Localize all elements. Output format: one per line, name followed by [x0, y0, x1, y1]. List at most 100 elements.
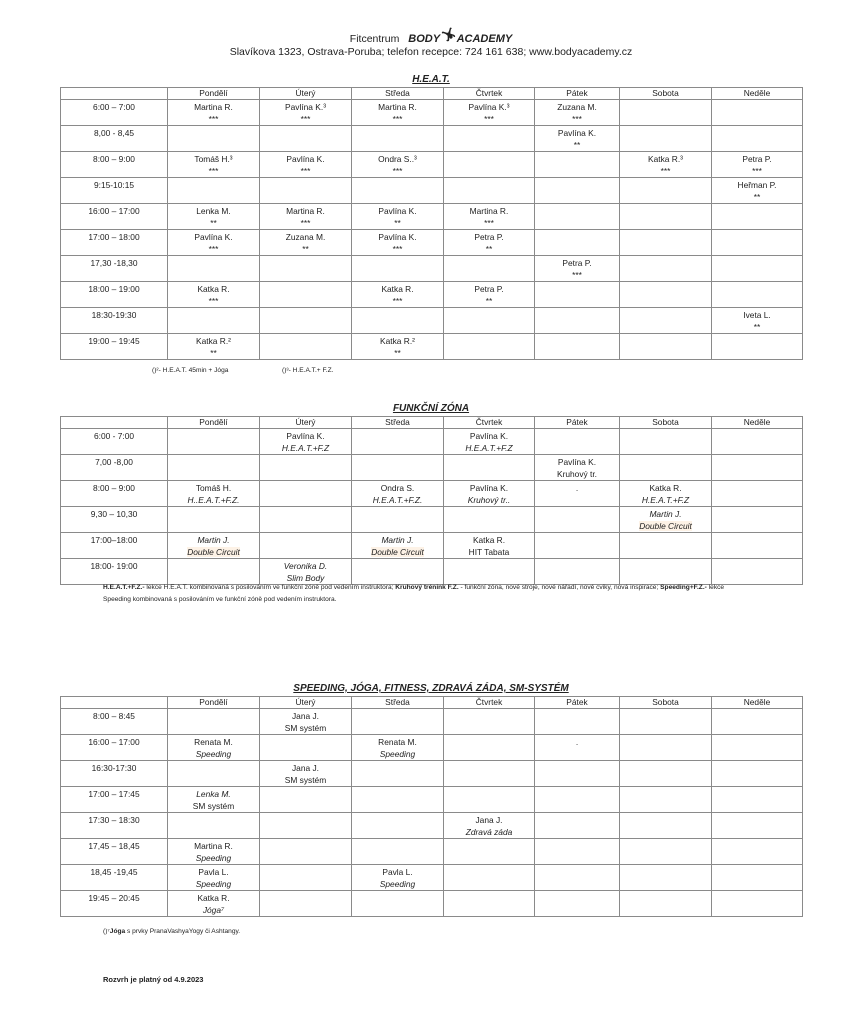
instructor-name: Renata M.: [378, 737, 417, 747]
class-cell: Martin J. Double Circuit: [351, 532, 444, 559]
class-cell: [351, 125, 444, 152]
header-row: Pondělí Úterý Středa Čtvrtek Pátek Sobota Nedě…: [60, 416, 803, 429]
class-cell: [443, 864, 535, 891]
class-type: H..E.A.T.+F.Z.: [187, 495, 240, 505]
class-cell: [711, 229, 803, 256]
time-cell: 17:00 – 18:00: [60, 229, 168, 256]
corner-cell: [60, 416, 168, 429]
day-header: Pondělí: [167, 87, 260, 100]
class-cell: [443, 125, 535, 152]
class-type: Speeding: [379, 879, 416, 889]
class-type: ***: [392, 166, 403, 176]
schedule-row: 18:00- 19:00 Veronika D. Slim Body: [60, 558, 803, 585]
time-cell: 17,45 – 18,45: [60, 838, 168, 865]
class-cell: [619, 786, 712, 813]
class-cell: [167, 177, 260, 204]
class-cell: [259, 786, 352, 813]
instructor-name: Katka R.: [197, 893, 230, 903]
class-cell: [534, 307, 620, 334]
class-cell: [619, 890, 712, 917]
class-cell: [711, 333, 803, 360]
class-cell: Lenka M. SM systém: [167, 786, 260, 813]
day-header: Pondělí: [167, 696, 260, 709]
time-cell: 17:00 – 17:45: [60, 786, 168, 813]
class-type: **: [573, 140, 581, 150]
instructor-name: Katka R.: [649, 483, 682, 493]
class-type: Kruhový tr..: [467, 495, 511, 505]
class-type-text: Double Circuit: [371, 547, 424, 557]
class-cell: [443, 333, 535, 360]
instructor-name: Martin J.: [381, 535, 414, 545]
day-header: Sobota: [619, 416, 712, 429]
class-cell: [351, 812, 444, 839]
schedule-row: 18,45 -19,45 Pavla L. Speeding Pavla L. Spee…: [60, 864, 803, 891]
instructor-name: .: [575, 483, 579, 493]
schedule-row: 7,00 -8,00 Pavlína K. Kruhový tr.: [60, 454, 803, 481]
instructor-name: Zuzana M.: [557, 102, 597, 112]
class-cell: Katka R.³ ***: [619, 151, 712, 178]
class-cell: Heřman P. **: [711, 177, 803, 204]
class-type: **: [210, 348, 217, 358]
day-header: Čtvrtek: [443, 696, 535, 709]
schedule-row: 6:00 - 7:00 Pavlína K. H.E.A.T.+F.Z Pavlína…: [60, 428, 803, 455]
instructor-name: Martin J.: [197, 535, 230, 545]
day-header: Neděle: [711, 87, 803, 100]
time-cell: 17,30 -18,30: [60, 255, 168, 282]
schedule-row: 17:00–18:00 Martin J. Double Circuit Martin…: [60, 532, 803, 559]
class-cell: [351, 760, 444, 787]
class-cell: Pavlína K. **: [534, 125, 620, 152]
class-cell: [711, 454, 803, 481]
class-cell: [443, 786, 535, 813]
class-cell: Iveta L. **: [711, 307, 803, 334]
instructor-name: Katka R.²: [380, 336, 415, 346]
funkcni-zona-legend: H.E.A.T.+F.Z.- lekce H.E.A.T. kombinovan…: [103, 584, 725, 603]
class-cell: Pavlína K. H.E.A.T.+F.Z: [443, 428, 535, 455]
instructor-name: Martina R.: [286, 206, 325, 216]
class-type: H.E.A.T.+F.Z: [281, 443, 330, 453]
class-type: Speeding: [195, 879, 232, 889]
schedule-row: 17:30 – 18:30 Jana J. Zdravá záda: [60, 812, 803, 839]
class-type: Speeding: [379, 749, 416, 759]
class-cell: [259, 125, 352, 152]
class-cell: [711, 203, 803, 230]
day-header: Pátek: [534, 416, 620, 429]
class-cell: [619, 760, 712, 787]
class-cell: [534, 532, 620, 559]
class-cell: [534, 203, 620, 230]
class-type: H.E.A.T.+F.Z: [641, 495, 690, 505]
day-header: Úterý: [259, 416, 352, 429]
instructor-name: Pavla L.: [382, 867, 413, 877]
corner-cell: [60, 87, 168, 100]
time-cell: 8:00 – 8:45: [60, 708, 168, 735]
class-type: **: [394, 348, 401, 358]
class-cell: [619, 99, 712, 126]
class-type: Speeding: [195, 853, 232, 863]
instructor-name: Martina R.: [194, 841, 233, 851]
class-cell: Petra P. **: [443, 229, 535, 256]
class-cell: Zuzana M. ***: [534, 99, 620, 126]
heat-footnote-2: ()²- H.E.A.T. 45min + Jóga: [152, 367, 229, 374]
schedule-row: 17,30 -18,30 Petra P. ***: [60, 255, 803, 282]
instructor-name: Katka R.: [197, 284, 230, 294]
schedule-row: 17:00 – 18:00 Pavlína K. *** Zuzana M. ** Pav…: [60, 229, 803, 256]
class-type: ***: [392, 296, 403, 306]
heat-title: H.E.A.T.: [412, 74, 450, 85]
class-cell: [711, 125, 803, 152]
day-header: Středa: [351, 696, 444, 709]
class-cell: [619, 229, 712, 256]
instructor-name: Iveta L.: [743, 310, 771, 320]
class-cell: [351, 786, 444, 813]
class-type: ***: [392, 114, 403, 124]
instructor-name: Pavlína K.: [378, 232, 417, 242]
class-cell: [711, 532, 803, 559]
class-cell: [167, 812, 260, 839]
class-cell: [443, 454, 535, 481]
schedule-row: 8:00 – 8:45 Jana J. SM systém: [60, 708, 803, 735]
instructor-name: Petra P.: [562, 258, 592, 268]
time-cell: 8:00 – 9:00: [60, 480, 168, 507]
class-cell: [534, 428, 620, 455]
time-cell: 18:30-19:30: [60, 307, 168, 334]
class-cell: [534, 890, 620, 917]
class-cell: [619, 864, 712, 891]
instructor-name: Katka R.³: [648, 154, 683, 164]
